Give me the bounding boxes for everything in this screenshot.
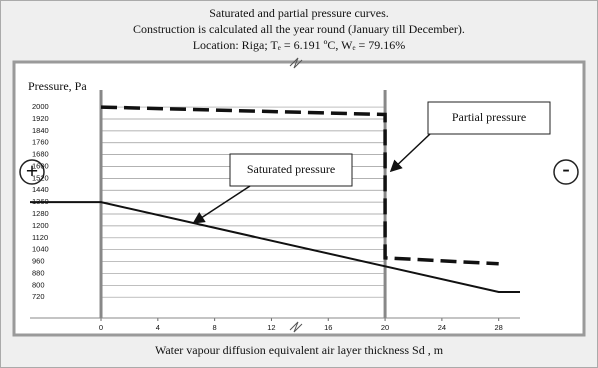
y-tick-label: 1760 [32, 138, 49, 147]
x-tick-label: 12 [267, 323, 275, 332]
axis-break [289, 321, 303, 333]
y-axis-label: Pressure, Pa [28, 79, 87, 93]
y-tick-label: 1840 [32, 126, 49, 135]
y-tick-label: 880 [32, 268, 45, 277]
annotation-box [427, 101, 551, 135]
title-line: Saturated and partial pressure curves. [209, 6, 389, 20]
title-line: Location: Riga; Tₑ = 6.191 ºC, Wₑ = 79.1… [193, 38, 406, 52]
minus-sign: - [562, 156, 569, 181]
y-tick-label: 1680 [32, 150, 49, 159]
series-line [100, 105, 499, 266]
y-tick-label: 1280 [32, 209, 49, 218]
x-tick-label: 24 [438, 323, 446, 332]
plus-sign: + [26, 158, 39, 183]
y-tick-label: 1600 [32, 161, 49, 170]
annotation: Saturated pressure [247, 162, 335, 176]
y-tick-label: 960 [32, 257, 45, 266]
series-line [30, 201, 520, 294]
y-tick-label: 800 [32, 280, 45, 289]
y-tick-label: 1120 [32, 233, 48, 242]
axis-break [289, 57, 303, 69]
x-tick-label: 0 [99, 323, 103, 332]
x-tick-label: 28 [495, 323, 503, 332]
y-tick-label: 1200 [32, 221, 49, 230]
y-tick-label: 1040 [32, 245, 49, 254]
y-tick-label: 720 [32, 292, 45, 301]
plus-icon [19, 159, 45, 185]
x-tick-label: 20 [381, 323, 389, 332]
x-tick-label: 4 [156, 323, 160, 332]
annotation-arrow [389, 133, 431, 173]
y-tick-label: 1440 [32, 185, 49, 194]
y-tick-label: 1920 [32, 114, 49, 123]
x-tick-label: 8 [213, 323, 217, 332]
annotation: Partial pressure [452, 110, 526, 124]
annotation-box [229, 153, 353, 187]
minus-icon [553, 159, 579, 185]
y-tick-label: 2000 [32, 102, 49, 111]
x-axis-label: Water vapour diffusion equivalent air la… [155, 343, 444, 357]
annotation-arrow [192, 185, 251, 224]
x-tick-label: 16 [324, 323, 332, 332]
title-line: Construction is calculated all the year … [133, 22, 465, 36]
y-tick-label: 1520 [32, 173, 49, 182]
